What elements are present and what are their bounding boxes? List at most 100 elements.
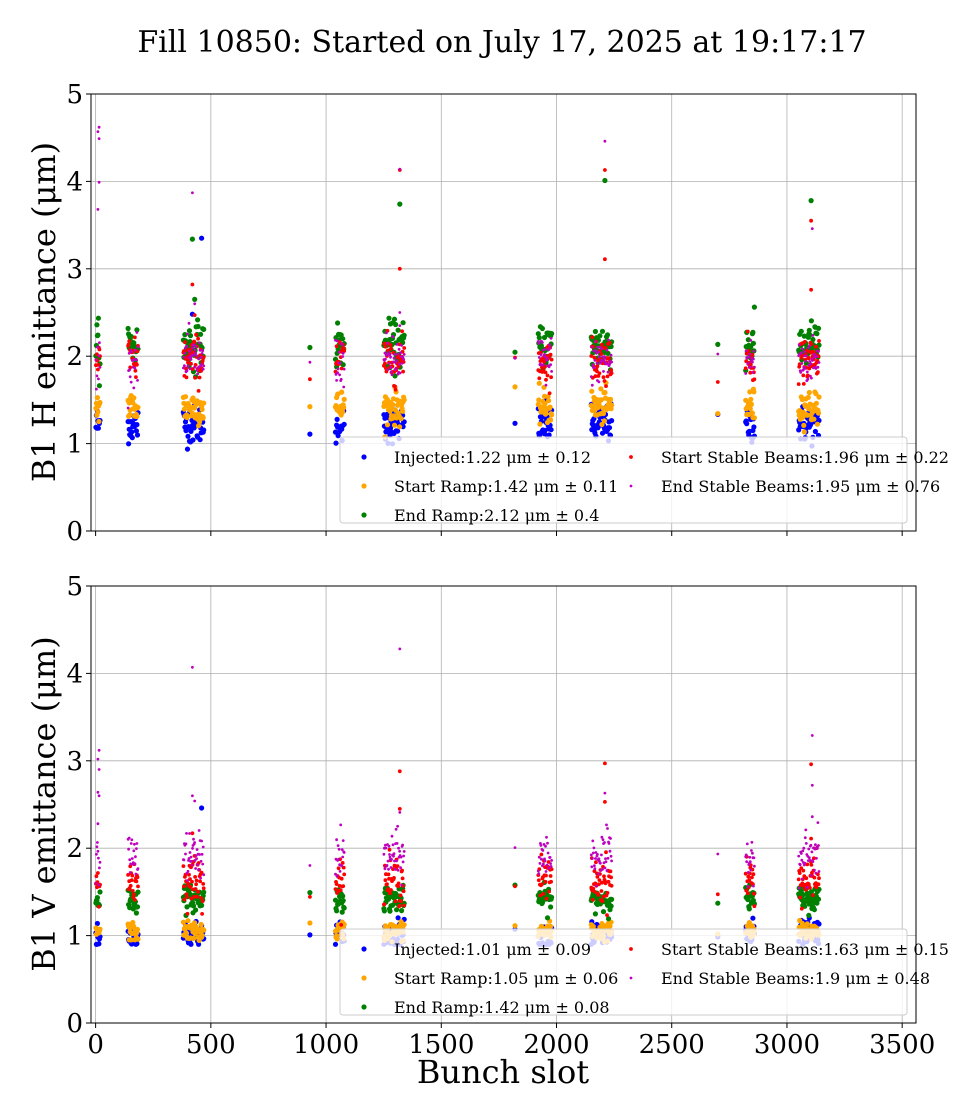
end-stable-beams-point bbox=[390, 370, 393, 374]
start-stable-beams-point bbox=[545, 373, 550, 378]
end-stable-beams-point bbox=[543, 355, 547, 359]
end-stable-beams-point bbox=[602, 370, 605, 373]
end-stable-beams-outlier-point bbox=[97, 794, 101, 798]
end-ramp-point bbox=[399, 908, 405, 914]
start-ramp-point bbox=[391, 422, 398, 428]
end-stable-beams-point bbox=[400, 883, 403, 887]
start-stable-beams-point bbox=[540, 365, 544, 370]
end-stable-beams-point bbox=[752, 349, 756, 353]
end-stable-beams-point bbox=[546, 851, 550, 855]
start-ramp-point bbox=[536, 380, 542, 386]
end-stable-beams-point bbox=[801, 368, 805, 372]
end-ramp-point bbox=[340, 362, 346, 368]
end-stable-beams-point bbox=[127, 836, 131, 840]
start-stable-beams-point bbox=[396, 884, 400, 889]
end-stable-beams-point bbox=[190, 863, 194, 867]
end-stable-beams-point bbox=[601, 868, 604, 871]
start-stable-beams-point bbox=[743, 366, 748, 371]
end-stable-beams-point bbox=[396, 352, 399, 356]
injected-point bbox=[401, 419, 407, 425]
start-stable-beams-point bbox=[126, 873, 130, 877]
start-stable-beams-point bbox=[541, 892, 546, 896]
end-ramp-point bbox=[806, 912, 812, 919]
start-stable-beams-point bbox=[544, 873, 548, 878]
end-stable-beams-point bbox=[186, 869, 190, 873]
end-stable-beams-point bbox=[596, 853, 599, 856]
start-ramp-point bbox=[804, 921, 810, 927]
end-stable-beams-point bbox=[809, 843, 813, 847]
start-ramp-point bbox=[198, 921, 204, 928]
x-tick-label: 1500 bbox=[408, 1030, 474, 1060]
end-ramp-point bbox=[133, 910, 139, 916]
end-stable-beams-point bbox=[744, 853, 748, 857]
start-stable-beams-outlier-point bbox=[397, 807, 402, 811]
start-stable-beams-point bbox=[182, 897, 187, 902]
start-stable-beams-outlier-point bbox=[603, 761, 607, 766]
end-stable-beams-point bbox=[745, 860, 749, 864]
end-stable-beams-point bbox=[744, 372, 748, 375]
start-stable-beams-point bbox=[803, 887, 808, 892]
end-stable-beams-point bbox=[401, 860, 405, 864]
end-ramp-point bbox=[96, 383, 102, 389]
start-ramp-point bbox=[607, 923, 613, 929]
end-ramp-point bbox=[335, 320, 341, 326]
start-ramp-point bbox=[813, 391, 819, 397]
end-stable-beams-point bbox=[539, 353, 543, 356]
y-tick-label: 2 bbox=[66, 834, 83, 864]
end-ramp-point bbox=[800, 892, 806, 898]
end-stable-beams-point bbox=[136, 345, 140, 349]
injected-point bbox=[750, 915, 756, 921]
end-stable-beams-point bbox=[800, 858, 804, 862]
start-stable-beams-point bbox=[806, 356, 811, 361]
end-stable-beams-point bbox=[804, 842, 808, 845]
start-ramp-point bbox=[190, 935, 197, 942]
end-stable-beams-point bbox=[589, 375, 593, 378]
end-ramp-point bbox=[184, 904, 190, 910]
start-ramp-point bbox=[390, 402, 396, 408]
end-stable-beams-outlier-point bbox=[810, 783, 814, 787]
end-stable-beams-point bbox=[603, 866, 607, 870]
end-stable-beams-point bbox=[194, 854, 198, 857]
end-stable-beams-point bbox=[394, 827, 398, 831]
start-stable-beams-point bbox=[590, 335, 595, 339]
start-ramp-point bbox=[95, 409, 101, 415]
top-points bbox=[93, 125, 822, 452]
start-stable-beams-point bbox=[336, 866, 341, 871]
start-ramp-point bbox=[747, 389, 753, 395]
start-stable-beams-point bbox=[596, 893, 601, 897]
end-stable-beams-point bbox=[594, 349, 598, 352]
end-ramp-outlier-point bbox=[602, 177, 608, 184]
end-stable-beams-point bbox=[541, 849, 545, 852]
start-ramp-point bbox=[94, 395, 100, 401]
end-stable-beams-outlier-point bbox=[193, 302, 197, 306]
x-tick-label: 500 bbox=[186, 1030, 236, 1060]
legend-box bbox=[339, 928, 908, 1016]
end-stable-beams-point bbox=[335, 874, 339, 878]
y-tick-label: 1 bbox=[66, 922, 83, 952]
end-stable-beams-outlier-point bbox=[97, 748, 101, 752]
start-ramp-point bbox=[512, 923, 518, 929]
end-stable-beams-point bbox=[594, 851, 598, 854]
end-stable-beams-outlier-point bbox=[96, 757, 100, 761]
end-stable-beams-point bbox=[198, 341, 202, 345]
start-ramp-point bbox=[307, 404, 313, 410]
end-stable-beams-outlier-point bbox=[603, 791, 607, 795]
start-stable-beams-point bbox=[131, 892, 136, 897]
end-stable-beams-point bbox=[402, 854, 405, 858]
end-stable-beams-point bbox=[548, 346, 552, 349]
end-stable-beams-point bbox=[816, 365, 820, 369]
start-stable-beams-point bbox=[393, 899, 398, 904]
start-stable-beams-point bbox=[383, 361, 387, 366]
end-stable-beams-point bbox=[807, 847, 811, 851]
y-tick-label: 0 bbox=[66, 1009, 83, 1039]
start-stable-beams-point bbox=[513, 884, 517, 889]
end-stable-beams-point bbox=[393, 867, 397, 871]
start-ramp-point bbox=[201, 927, 207, 933]
x-tick-label: 0 bbox=[87, 1030, 104, 1060]
start-stable-beams-point bbox=[748, 370, 753, 375]
start-stable-beams-point bbox=[804, 876, 809, 881]
start-ramp-point bbox=[128, 937, 134, 943]
y-tick-label: 2 bbox=[66, 342, 83, 372]
start-stable-beams-point bbox=[747, 878, 752, 883]
end-stable-beams-point bbox=[817, 350, 820, 353]
